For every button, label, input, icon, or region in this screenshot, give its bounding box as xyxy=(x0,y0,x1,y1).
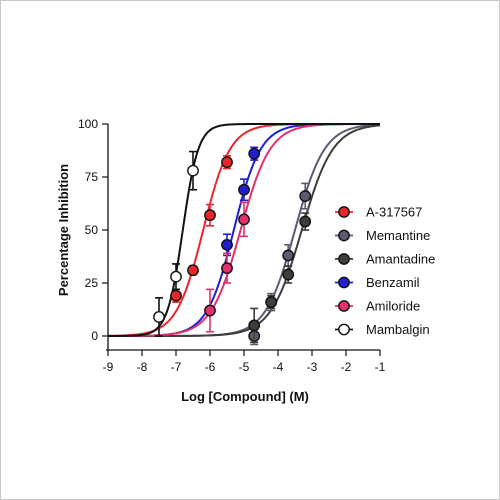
legend-marker xyxy=(338,276,350,289)
x-tick-label: -9 xyxy=(103,360,114,374)
y-tick-label: 25 xyxy=(85,276,99,290)
data-markers xyxy=(153,146,312,346)
legend-marker xyxy=(338,300,350,312)
point-marker xyxy=(238,213,250,226)
point-marker xyxy=(170,270,182,283)
legend-marker xyxy=(338,229,350,242)
data-point xyxy=(204,288,216,333)
x-tick-label: -6 xyxy=(205,360,216,374)
data-point xyxy=(299,212,312,231)
x-tick-label: -4 xyxy=(273,360,284,374)
legend-item-memantine: Memantine xyxy=(335,228,430,243)
axes: -9 -8 -7 -6 -5 -4 -3 -2 -1 0 25 50 75 100 xyxy=(78,117,386,374)
x-tick-label: -5 xyxy=(239,360,250,374)
legend: A-317567 Memantine Amantadine Benzamil Amilo… xyxy=(335,205,435,337)
y-tick-label: 0 xyxy=(91,329,98,343)
point-marker xyxy=(221,262,233,275)
legend-item-amiloride: Amiloride xyxy=(335,299,420,314)
legend-item-amantadine: Amantadine xyxy=(335,252,435,267)
point-marker xyxy=(248,147,261,160)
point-marker xyxy=(204,304,216,317)
data-point xyxy=(221,155,233,170)
legend-label: A-317567 xyxy=(366,205,422,220)
data-point xyxy=(248,307,261,344)
y-tick-label: 50 xyxy=(85,223,99,237)
data-point xyxy=(248,146,261,161)
legend-label: Mambalgin xyxy=(366,322,430,337)
point-marker xyxy=(282,249,295,262)
fit-curve-mambalgin xyxy=(107,123,380,337)
point-marker xyxy=(299,190,312,202)
legend-label: Memantine xyxy=(366,228,430,243)
point-marker xyxy=(248,319,261,332)
data-point xyxy=(282,265,295,284)
point-marker xyxy=(204,209,216,222)
data-point xyxy=(170,288,182,303)
data-point xyxy=(238,178,250,202)
point-marker xyxy=(282,268,295,281)
legend-label: Amantadine xyxy=(366,252,435,267)
point-marker xyxy=(170,289,182,302)
data-point xyxy=(299,182,312,210)
y-tick-label: 100 xyxy=(78,117,98,131)
x-tick-label: -2 xyxy=(341,360,352,374)
y-axis-title: Percentage Inhibition xyxy=(56,164,71,296)
data-point xyxy=(187,150,199,191)
x-axis-title: Log [Compound] (M) xyxy=(181,389,309,404)
data-point xyxy=(170,263,182,291)
point-marker xyxy=(221,238,233,251)
legend-marker xyxy=(338,206,350,218)
data-point xyxy=(187,264,199,277)
legend-marker xyxy=(338,253,350,265)
point-marker xyxy=(265,296,278,308)
point-marker xyxy=(187,264,199,277)
legend-item-mambalgin: Mambalgin xyxy=(335,322,430,337)
x-tick-label: -1 xyxy=(375,360,386,374)
legend-item-benzamil: Benzamil xyxy=(335,275,420,290)
legend-item-a-317567: A-317567 xyxy=(335,205,422,220)
legend-marker xyxy=(338,323,350,336)
data-point xyxy=(265,294,278,310)
data-point xyxy=(221,233,233,257)
point-marker xyxy=(187,164,199,177)
legend-label: Amiloride xyxy=(366,299,420,314)
point-marker xyxy=(221,156,233,169)
point-marker xyxy=(299,215,312,228)
legend-label: Benzamil xyxy=(366,275,420,290)
x-tick-label: -7 xyxy=(171,360,182,374)
point-marker xyxy=(238,183,250,196)
x-tick-label: -3 xyxy=(307,360,318,374)
y-tick-label: 75 xyxy=(85,170,99,184)
data-point xyxy=(204,203,216,227)
point-marker xyxy=(153,311,165,323)
data-point xyxy=(153,297,165,337)
fit-curves xyxy=(107,123,381,337)
data-point xyxy=(238,201,250,238)
x-tick-label: -8 xyxy=(137,360,148,374)
data-point xyxy=(221,252,233,284)
